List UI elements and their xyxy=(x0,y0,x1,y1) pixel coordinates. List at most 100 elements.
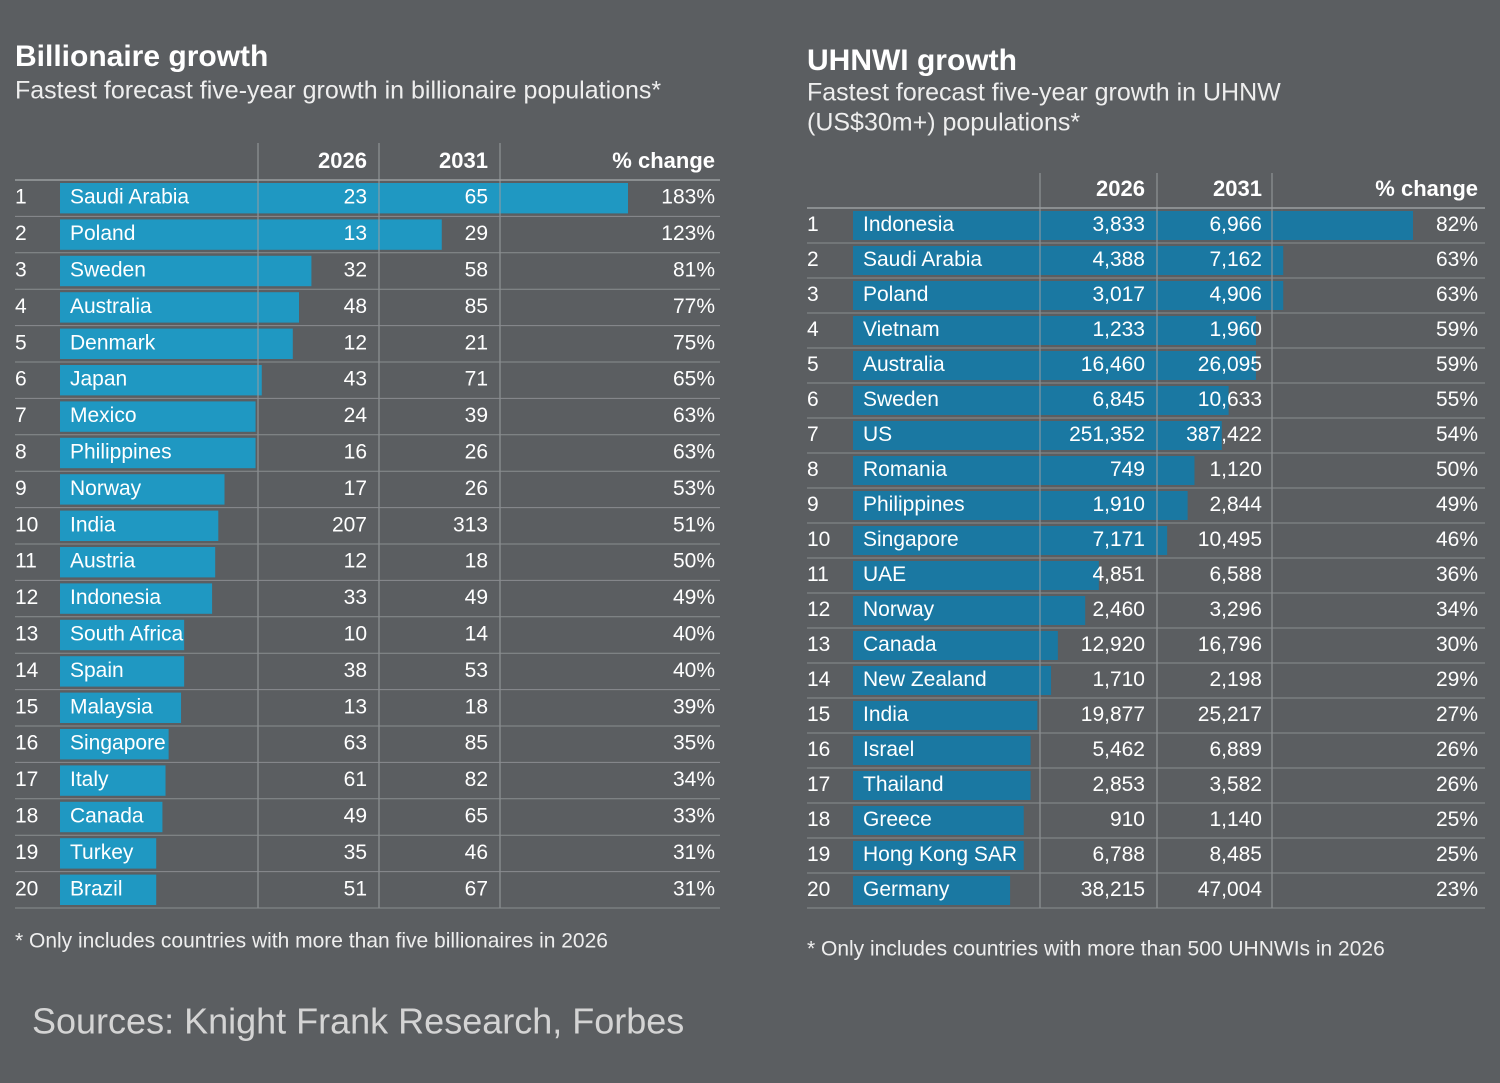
percent-change: 29% xyxy=(1436,668,1478,691)
rank: 14 xyxy=(15,659,39,682)
country: Canada xyxy=(863,633,937,656)
bar xyxy=(60,255,312,287)
chart-title: Billionaire growth xyxy=(15,40,268,73)
rank: 16 xyxy=(15,732,38,755)
rank: 4 xyxy=(15,295,27,318)
value-2031: 65 xyxy=(465,186,488,209)
value-2031: 25,217 xyxy=(1198,703,1262,726)
value-2031: 1,140 xyxy=(1209,808,1262,831)
bar xyxy=(60,510,219,541)
chart-subtitle: Fastest forecast five-year growth in UHN… xyxy=(807,79,1281,107)
value-2026: 3,833 xyxy=(1092,213,1145,236)
bar xyxy=(853,876,1011,905)
bar xyxy=(60,183,628,214)
percent-change: 35% xyxy=(673,732,715,755)
percent-change: 65% xyxy=(673,368,715,391)
value-2026: 33 xyxy=(344,586,367,609)
country: Thailand xyxy=(863,773,944,796)
rank: 11 xyxy=(807,563,829,586)
footnote: * Only includes countries with more than… xyxy=(807,938,1385,961)
bar xyxy=(853,526,1168,555)
value-2026: 7,171 xyxy=(1092,528,1145,551)
rank: 15 xyxy=(807,703,830,726)
column-header: 2031 xyxy=(439,148,488,173)
country: India xyxy=(863,703,909,726)
bar xyxy=(853,596,1086,625)
percent-change: 27% xyxy=(1436,703,1478,726)
value-2026: 16 xyxy=(344,441,367,464)
country: Canada xyxy=(70,805,144,828)
column-header: % change xyxy=(612,148,715,173)
chart-subtitle: (US$30m+) populations* xyxy=(807,109,1080,137)
bar xyxy=(853,386,1229,415)
value-2026: 17 xyxy=(344,477,367,500)
value-2031: 3,296 xyxy=(1209,598,1262,621)
chart-title: UHNWI growth xyxy=(807,44,1017,77)
rank: 5 xyxy=(15,331,27,354)
country: Saudi Arabia xyxy=(70,186,189,209)
value-2031: 39 xyxy=(465,404,488,427)
country: Philippines xyxy=(70,441,172,464)
value-2031: 82 xyxy=(465,768,488,791)
rank: 8 xyxy=(15,441,27,464)
bar xyxy=(60,656,185,687)
value-2031: 3,582 xyxy=(1209,773,1262,796)
value-2031: 6,889 xyxy=(1209,738,1262,761)
percent-change: 40% xyxy=(673,623,715,646)
value-2026: 910 xyxy=(1110,808,1145,831)
value-2031: 85 xyxy=(465,295,488,318)
rank: 15 xyxy=(15,695,38,718)
value-2026: 5,462 xyxy=(1092,738,1145,761)
bar xyxy=(853,351,1256,380)
rank: 7 xyxy=(15,404,27,427)
country: Brazil xyxy=(70,877,123,900)
value-2031: 387,422 xyxy=(1186,423,1262,446)
value-2026: 35 xyxy=(344,841,367,864)
bar xyxy=(853,491,1188,520)
rank: 6 xyxy=(15,368,27,391)
chart-subtitle: Fastest forecast five-year growth in bil… xyxy=(15,77,661,105)
bar xyxy=(60,692,182,723)
rank: 6 xyxy=(807,388,819,411)
percent-change: 50% xyxy=(673,550,715,573)
value-2026: 63 xyxy=(344,732,367,755)
bar xyxy=(60,874,157,905)
percent-change: 33% xyxy=(673,805,715,828)
percent-change: 26% xyxy=(1436,738,1478,761)
value-2031: 85 xyxy=(465,732,488,755)
column-header: 2026 xyxy=(1096,176,1145,201)
rank: 3 xyxy=(15,259,27,282)
value-2026: 749 xyxy=(1110,458,1145,481)
country: Poland xyxy=(70,222,135,245)
value-2031: 1,960 xyxy=(1209,318,1262,341)
country: Israel xyxy=(863,738,914,761)
rank: 20 xyxy=(807,878,830,901)
rank: 17 xyxy=(807,773,830,796)
country: Romania xyxy=(863,458,947,481)
value-2026: 3,017 xyxy=(1092,283,1145,306)
value-2026: 13 xyxy=(344,695,367,718)
country: UAE xyxy=(863,563,906,586)
value-2031: 58 xyxy=(465,259,488,282)
bar xyxy=(60,547,216,578)
percent-change: 55% xyxy=(1436,388,1478,411)
value-2026: 24 xyxy=(344,404,368,427)
value-2026: 251,352 xyxy=(1069,423,1145,446)
value-2031: 47,004 xyxy=(1198,878,1263,901)
value-2031: 1,120 xyxy=(1209,458,1262,481)
rank: 13 xyxy=(807,633,830,656)
country: Spain xyxy=(70,659,124,682)
percent-change: 25% xyxy=(1436,843,1478,866)
value-2031: 67 xyxy=(465,877,488,900)
rank: 8 xyxy=(807,458,819,481)
percent-change: 50% xyxy=(1436,458,1478,481)
percent-change: 59% xyxy=(1436,318,1478,341)
percent-change: 53% xyxy=(673,477,715,500)
value-2031: 65 xyxy=(465,805,488,828)
bar xyxy=(60,219,442,250)
bar xyxy=(60,729,169,760)
value-2031: 18 xyxy=(465,695,488,718)
country: Austria xyxy=(70,550,136,573)
percent-change: 123% xyxy=(661,222,715,245)
rank: 14 xyxy=(807,668,831,691)
